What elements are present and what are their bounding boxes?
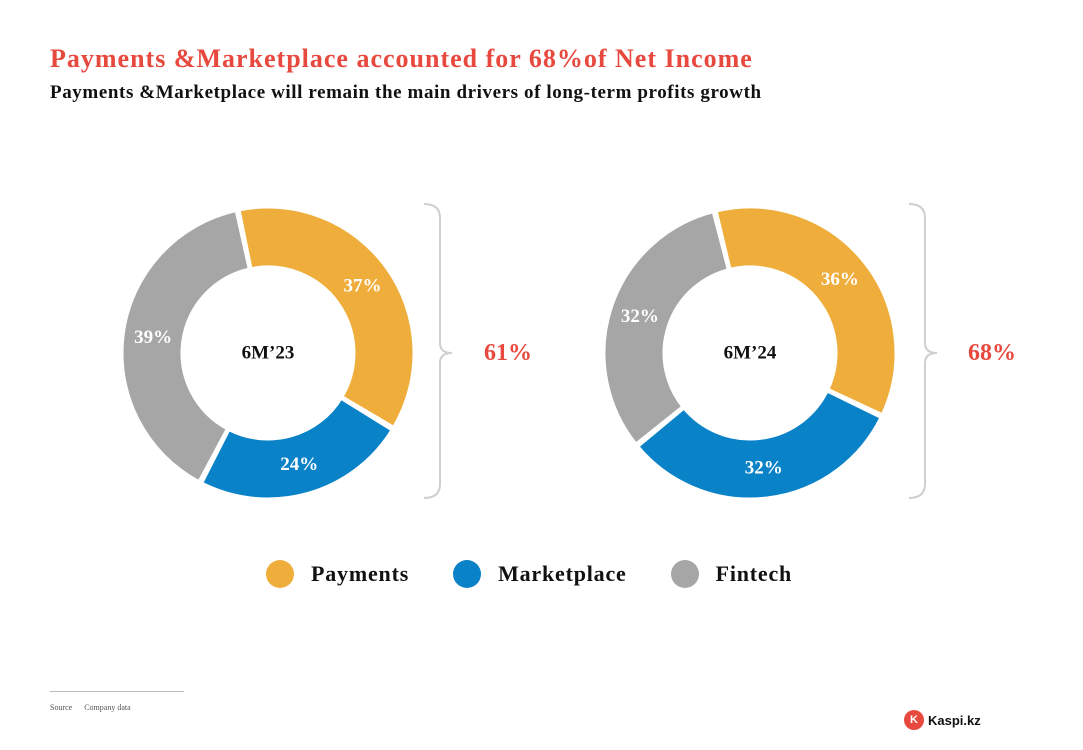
donut-slice-marketplace bbox=[199, 396, 395, 501]
bracket bbox=[908, 203, 938, 499]
source-value: Company data bbox=[84, 703, 131, 712]
bracket-total-label: 68% bbox=[968, 340, 1016, 366]
page-subtitle: Payments &Marketplace will remain the ma… bbox=[50, 82, 762, 103]
donut-slice-marketplace bbox=[635, 388, 884, 501]
legend-label-fintech: Fintech bbox=[715, 561, 793, 586]
slice-value-label-payments: 36% bbox=[821, 269, 859, 290]
legend-item-marketplace: Marketplace bbox=[453, 560, 627, 588]
slice-value-label-marketplace: 32% bbox=[745, 458, 783, 479]
legend-swatch-marketplace bbox=[453, 560, 482, 588]
donut-slice-fintech bbox=[120, 208, 252, 484]
legend-swatch-payments bbox=[266, 560, 294, 588]
legend-item-fintech: Fintech bbox=[670, 560, 793, 588]
legend-label-payments: Payments bbox=[311, 561, 410, 586]
page-title: Payments &Marketplace accounted for 68%o… bbox=[50, 44, 753, 73]
slice-value-label-marketplace: 24% bbox=[280, 454, 318, 475]
slice-value-label-fintech: 32% bbox=[621, 306, 659, 327]
bracket bbox=[423, 203, 453, 499]
slice-value-label-fintech: 39% bbox=[134, 327, 172, 348]
kaspi-logo: K Kaspi.kz bbox=[904, 710, 981, 730]
slice-value-label-payments: 37% bbox=[344, 275, 382, 296]
source-label: Source bbox=[50, 703, 73, 712]
donut-slice-fintech bbox=[602, 209, 731, 447]
legend-label-marketplace: Marketplace bbox=[498, 561, 627, 586]
bracket-total-label: 61% bbox=[484, 340, 532, 366]
donut-slice-payments bbox=[714, 205, 898, 417]
kaspi-logo-icon: K bbox=[904, 710, 924, 730]
legend-item-payments: Payments bbox=[266, 560, 409, 588]
donut-center-label: 6M’23 bbox=[242, 343, 295, 364]
footer-divider bbox=[50, 691, 184, 692]
legend-swatch-fintech bbox=[670, 560, 699, 588]
chart-legend: Payments Marketplace Fintech bbox=[266, 560, 792, 588]
source-note: Source Company data bbox=[50, 703, 141, 712]
kaspi-logo-text: Kaspi.kz bbox=[928, 712, 981, 728]
donut-center-label: 6M’24 bbox=[724, 343, 777, 364]
donut-slice-payments bbox=[237, 205, 416, 430]
